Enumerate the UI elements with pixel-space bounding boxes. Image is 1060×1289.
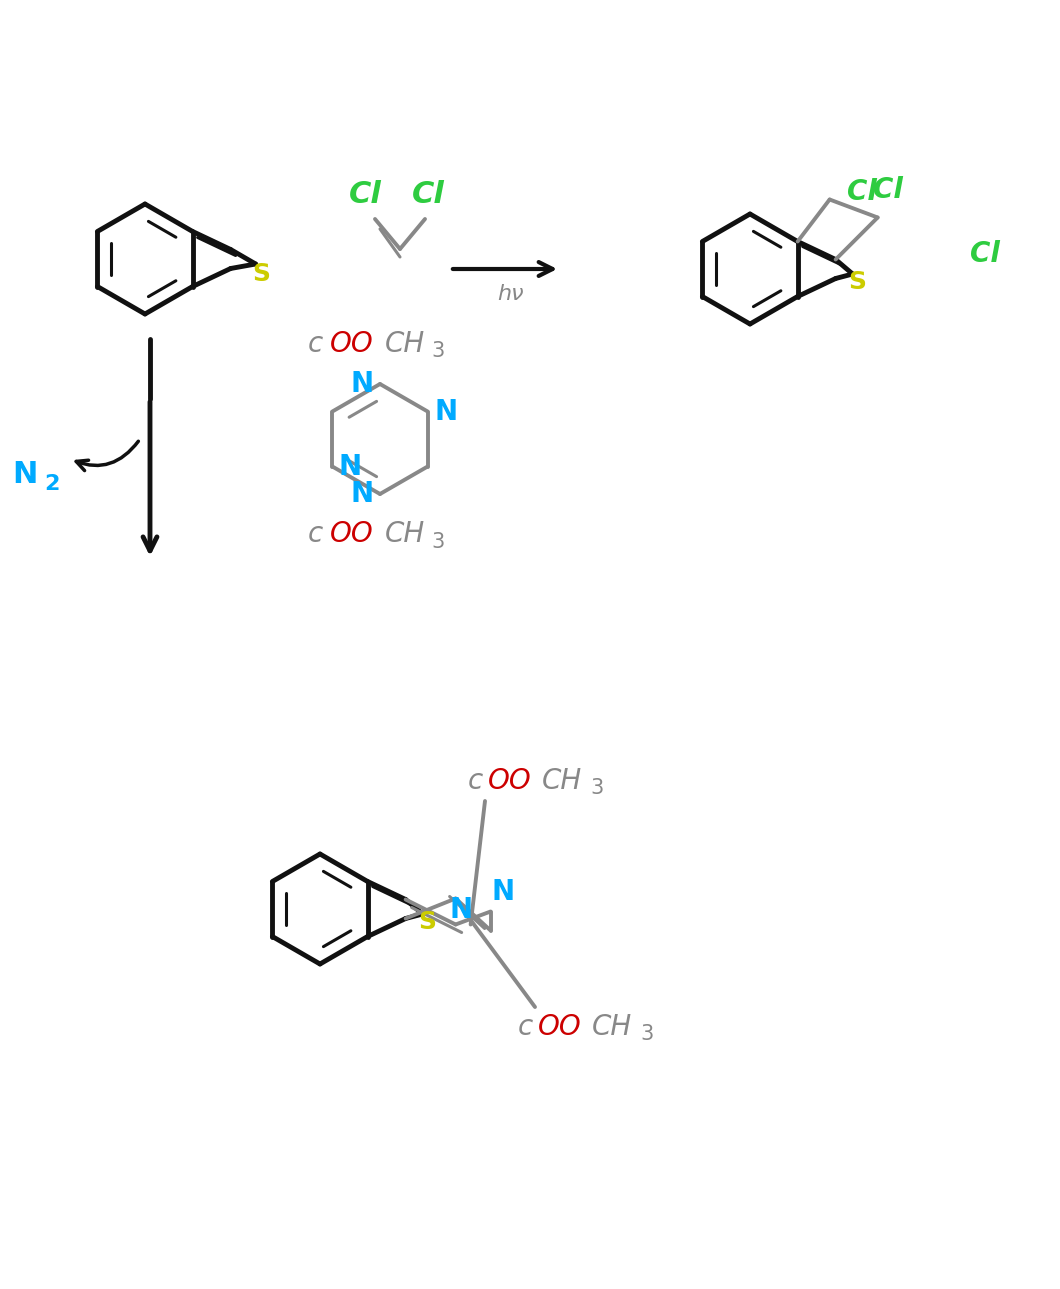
Text: OO: OO [538, 1013, 582, 1042]
Text: 3: 3 [640, 1023, 654, 1044]
Text: c: c [307, 330, 322, 358]
Text: N: N [449, 896, 472, 923]
Text: OO: OO [330, 519, 374, 548]
Text: CH: CH [385, 330, 425, 358]
Text: 3: 3 [590, 779, 603, 798]
Text: N: N [351, 370, 373, 398]
Text: hν: hν [497, 284, 524, 304]
Text: c: c [467, 767, 482, 795]
Text: Cl: Cl [872, 175, 902, 204]
Text: S: S [849, 269, 867, 294]
Text: N: N [434, 397, 457, 425]
Text: N: N [491, 878, 514, 905]
Text: S: S [252, 262, 270, 286]
Text: OO: OO [488, 767, 532, 795]
Text: Cl: Cl [970, 240, 1000, 268]
Text: c: c [307, 519, 322, 548]
Text: N: N [339, 452, 361, 481]
Text: Cl: Cl [411, 179, 444, 209]
Text: CH: CH [591, 1013, 632, 1042]
Text: OO: OO [330, 330, 374, 358]
Text: Cl: Cl [349, 179, 382, 209]
Text: 2: 2 [45, 474, 59, 494]
Text: N: N [13, 459, 38, 489]
Text: CH: CH [385, 519, 425, 548]
Text: 3: 3 [431, 342, 444, 361]
Text: CH: CH [542, 767, 582, 795]
Text: N: N [351, 480, 373, 508]
Text: c: c [517, 1013, 532, 1042]
Text: Cl: Cl [847, 178, 877, 205]
Text: S: S [419, 910, 437, 935]
Text: 3: 3 [431, 532, 444, 552]
